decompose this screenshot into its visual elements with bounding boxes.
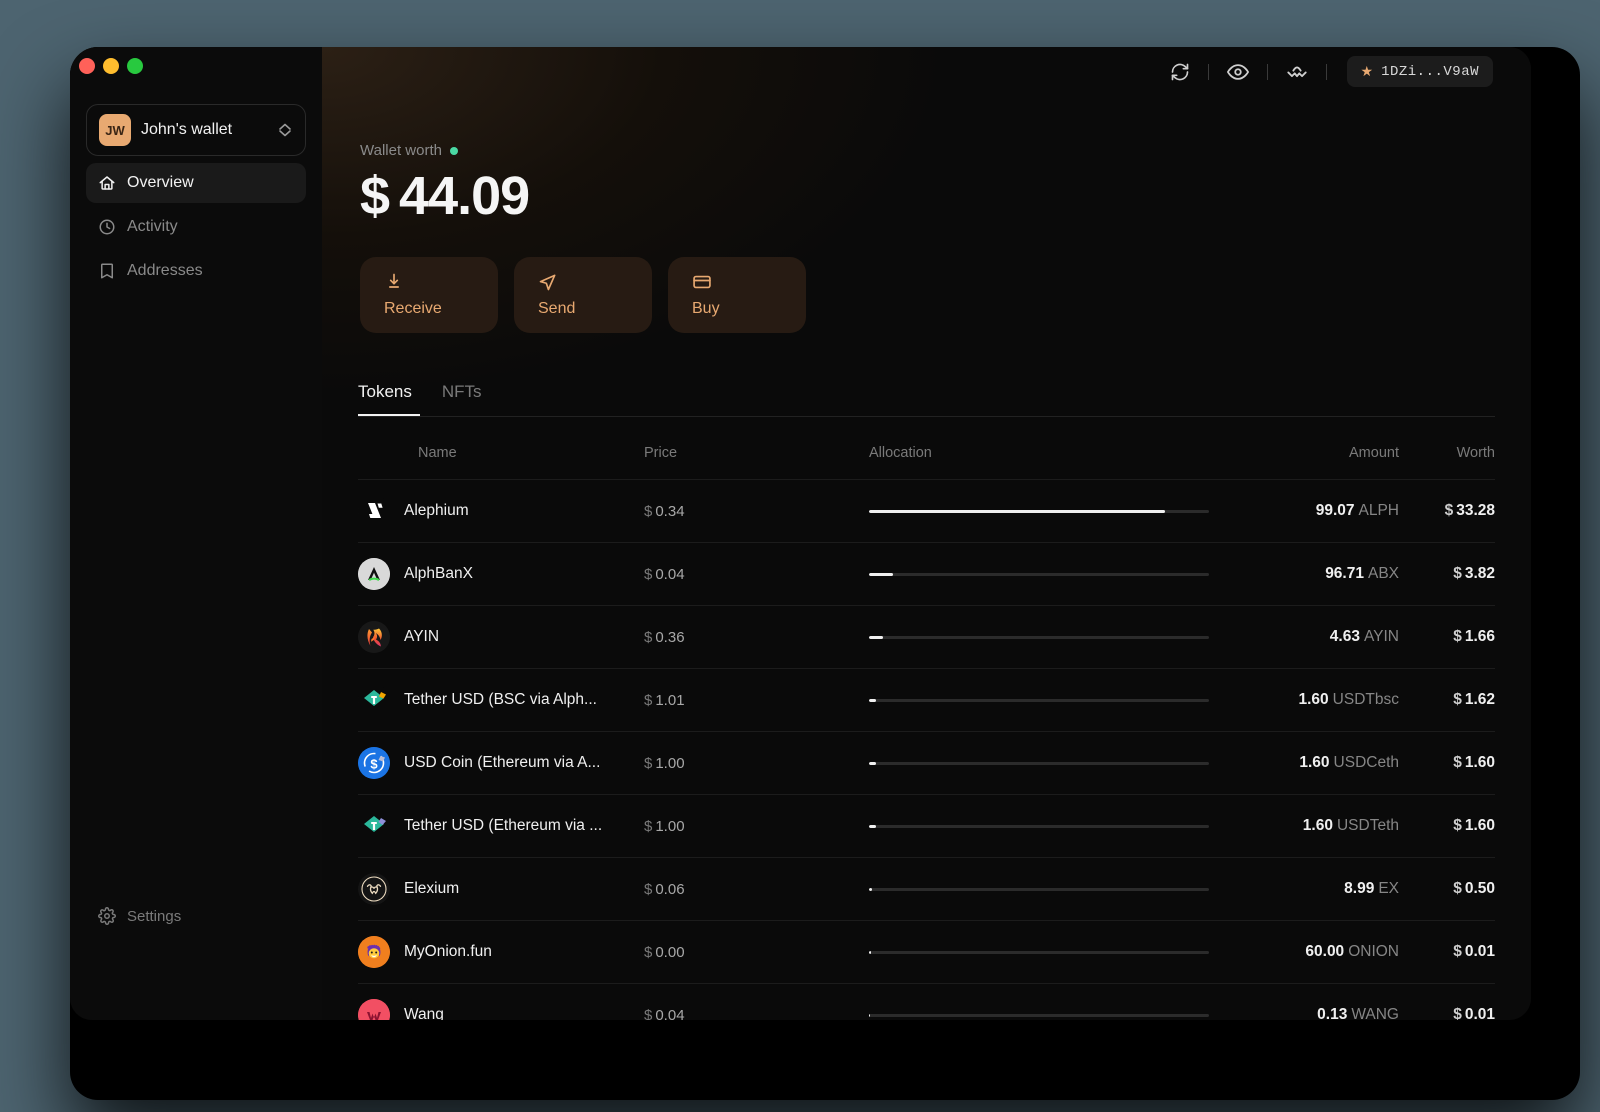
svg-text:$: $	[370, 757, 378, 772]
